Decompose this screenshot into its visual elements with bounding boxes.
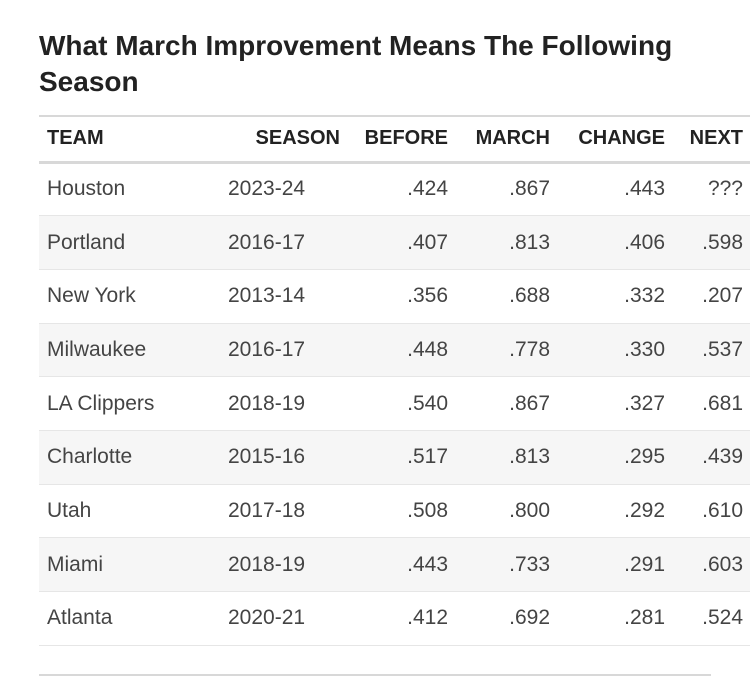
team-cell: Miami (47, 552, 103, 576)
season-cell: 2023-24 (228, 177, 306, 201)
table-header: TEAM SEASON BEFORE MARCH CHANGE NEXT (39, 116, 750, 162)
season-cell: 2015-16 (228, 445, 306, 469)
before-cell: .517 (407, 445, 448, 469)
season-cell: 2017-18 (228, 498, 306, 522)
next-cell: .207 (702, 284, 743, 308)
march-cell: .813 (509, 230, 550, 254)
next-cell: .524 (702, 606, 743, 630)
march-cell: .692 (509, 606, 550, 630)
team-cell: New York (47, 284, 136, 308)
next-cell: .681 (702, 391, 743, 415)
table-row: Miami 2018-19 .443 .733 .291 .603 (39, 537, 750, 592)
header-row: TEAM SEASON BEFORE MARCH CHANGE NEXT (39, 116, 750, 162)
table-row: LA Clippers 2018-19 .540 .867 .327 .681 (39, 377, 750, 431)
march-cell: .867 (509, 177, 550, 201)
table-row: Atlanta 2020-21 .412 .692 .281 .524 (39, 592, 750, 646)
table-body: Houston 2023-24 .424 .867 .443??? Portland 201… (39, 162, 750, 646)
column-header-season: SEASON (255, 127, 340, 150)
table-row: Portland 2016-17 .407 .813 .406 .598 (39, 215, 750, 270)
before-cell: .412 (407, 606, 448, 630)
table-row: New York 2013-14 .356 .688 .332 .207 (39, 269, 750, 324)
column-header-march: MARCH (475, 127, 550, 150)
column-header-before: BEFORE (364, 127, 448, 150)
team-cell: Milwaukee (47, 337, 147, 361)
season-cell: 2020-21 (228, 606, 306, 630)
before-cell: .424 (407, 177, 448, 201)
season-cell: 2016-17 (228, 230, 306, 254)
team-cell: Houston (47, 177, 126, 201)
change-cell: .406 (624, 230, 665, 254)
season-cell: 2018-19 (228, 552, 306, 576)
team-cell: LA Clippers (47, 391, 155, 415)
before-cell: .407 (407, 230, 448, 254)
change-cell: .295 (624, 445, 665, 469)
team-cell: Portland (47, 230, 126, 254)
page-title: What March Improvement Means The Followi… (39, 30, 673, 97)
march-cell: .688 (509, 284, 550, 308)
season-cell: 2018-19 (228, 391, 306, 415)
change-cell: .291 (624, 552, 665, 576)
team-cell: Charlotte (47, 445, 133, 469)
change-cell: .330 (624, 337, 665, 361)
table-row: Houston 2023-24 .424 .867 .443??? (39, 162, 750, 216)
table-row: Utah 2017-18 .508 .800 .292 .610 (39, 484, 750, 538)
change-cell: .292 (624, 498, 665, 522)
team-cell: Atlanta (47, 606, 113, 630)
before-cell: .356 (407, 284, 448, 308)
table-row: Charlotte 2015-16 .517 .813 .295 .439 (39, 430, 750, 485)
data-table: TEAM SEASON BEFORE MARCH CHANGE NEXT Hou… (39, 115, 750, 646)
march-cell: .867 (509, 391, 550, 415)
next-cell: .439 (702, 445, 743, 469)
bottom-divider (39, 674, 711, 676)
column-header-change: CHANGE (578, 127, 665, 150)
change-cell: .332 (624, 284, 665, 308)
next-cell: ??? (707, 177, 743, 201)
season-cell: 2013-14 (228, 284, 306, 308)
march-cell: .733 (509, 552, 550, 576)
season-cell: 2016-17 (228, 337, 306, 361)
march-cell: .800 (509, 498, 550, 522)
before-cell: .540 (407, 391, 448, 415)
change-cell: .443 (624, 177, 665, 201)
change-cell: .327 (624, 391, 665, 415)
next-cell: .603 (702, 552, 743, 576)
table-row: Milwaukee 2016-17 .448 .778 .330 .537 (39, 323, 750, 377)
march-cell: .778 (509, 337, 550, 361)
column-header-team: TEAM (47, 127, 104, 150)
march-cell: .813 (509, 445, 550, 469)
next-cell: .610 (702, 498, 743, 522)
next-cell: .598 (702, 230, 743, 254)
before-cell: .448 (407, 337, 448, 361)
before-cell: .508 (407, 498, 448, 522)
change-cell: .281 (624, 606, 665, 630)
column-header-next: NEXT (689, 127, 743, 150)
before-cell: .443 (407, 552, 448, 576)
team-cell: Utah (47, 498, 92, 522)
next-cell: .537 (702, 337, 743, 361)
